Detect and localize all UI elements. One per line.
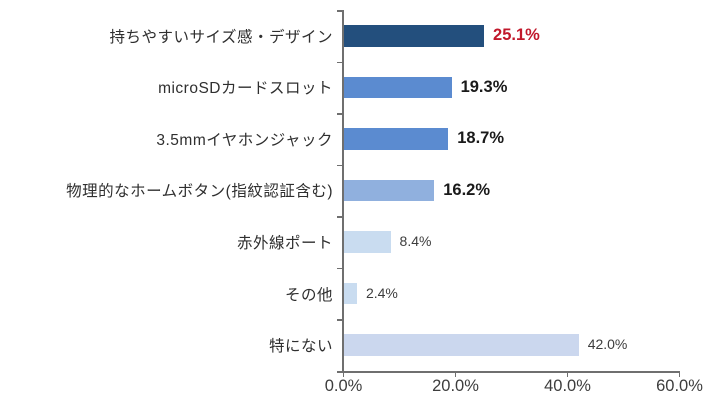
y-axis-line bbox=[342, 10, 344, 371]
y-axis-tick bbox=[336, 371, 343, 373]
x-tick-label: 40.0% bbox=[544, 377, 591, 395]
x-axis-tick bbox=[454, 371, 456, 377]
x-axis-tick bbox=[678, 371, 680, 377]
bar-value-label: 42.0% bbox=[587, 336, 628, 353]
y-axis-tick bbox=[336, 164, 343, 167]
x-tick-label: 0.0% bbox=[324, 377, 363, 395]
bar bbox=[343, 76, 452, 99]
y-axis-tick bbox=[336, 61, 343, 64]
bar-value-label: 8.4% bbox=[399, 233, 432, 250]
category-label: 3.5mmイヤホンジャック bbox=[156, 131, 333, 149]
y-axis-tick bbox=[336, 113, 343, 115]
y-axis-tick bbox=[336, 319, 343, 321]
y-axis-tick bbox=[336, 267, 343, 270]
bar bbox=[343, 231, 391, 253]
category-label: 特にない bbox=[268, 338, 333, 356]
category-label: 赤外線ポート bbox=[236, 235, 333, 253]
x-axis-tick bbox=[342, 371, 344, 377]
x-tick-label: 20.0% bbox=[432, 377, 479, 395]
bar-value-label: 19.3% bbox=[460, 77, 508, 96]
x-axis-tick bbox=[566, 371, 568, 377]
bar bbox=[343, 25, 485, 47]
bar bbox=[343, 334, 579, 356]
bar-value-label: 18.7% bbox=[457, 129, 505, 148]
category-label: 物理的なホームボタン(指紋認証含む) bbox=[66, 183, 333, 201]
category-label: microSDカードスロット bbox=[158, 80, 333, 98]
y-axis-tick bbox=[336, 10, 343, 12]
bar-value-label: 2.4% bbox=[365, 284, 398, 301]
x-axis-line bbox=[342, 371, 680, 373]
y-axis-tick bbox=[336, 216, 343, 218]
bar-value-label: 16.2% bbox=[443, 180, 491, 199]
bar-value-label: 25.1% bbox=[493, 26, 540, 45]
category-label: 持ちやすいサイズ感・デザイン bbox=[109, 28, 333, 46]
bar bbox=[343, 128, 449, 150]
category-label: その他 bbox=[284, 286, 333, 304]
bar bbox=[343, 179, 435, 202]
x-tick-label: 60.0% bbox=[656, 377, 703, 395]
bar bbox=[343, 282, 357, 305]
